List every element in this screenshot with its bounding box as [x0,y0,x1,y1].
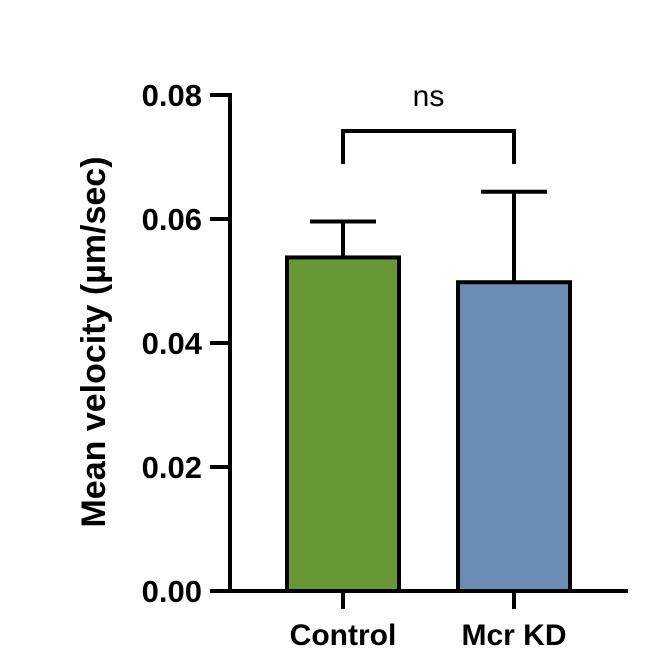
y-axis-title-group: Mean velocity (µm/sec) [75,156,113,527]
y-axis-title: Mean velocity (µm/sec) [75,156,113,527]
bar-control [285,255,401,593]
y-tick-label: 0.00 [142,574,202,609]
x-tick-label: Mcr KD [461,619,566,652]
x-tick-label: Control [290,619,397,652]
y-tick-label: 0.08 [142,78,202,113]
y-tick-label: 0.04 [142,326,203,361]
significance-bracket [341,129,516,164]
significance-label: ns [413,80,445,113]
y-tick-label: 0.02 [142,450,202,485]
y-tick-label: 0.06 [142,202,202,237]
bar-mcr-kd [456,280,572,593]
plot-area: 0.00 0.02 0.04 0.06 0.08 Control Mcr KD ns [142,78,628,652]
